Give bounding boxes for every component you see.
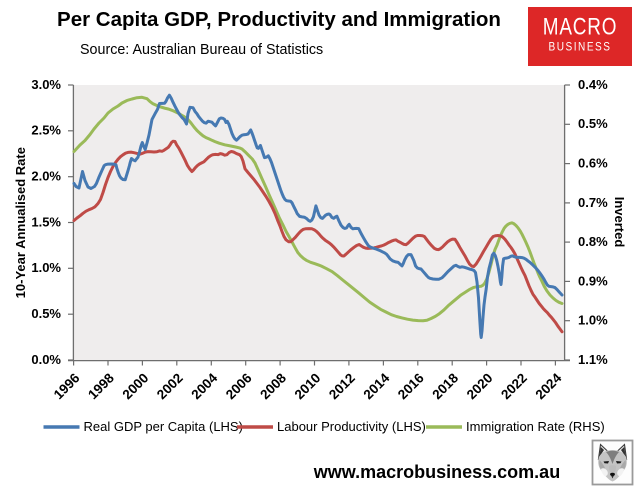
svg-text:2004: 2004	[188, 370, 220, 402]
svg-text:2002: 2002	[154, 370, 186, 402]
svg-text:Per Capita GDP, Productivity a: Per Capita GDP, Productivity and Immigra…	[57, 8, 501, 31]
svg-text:3.0%: 3.0%	[31, 77, 61, 92]
svg-text:0.9%: 0.9%	[578, 273, 608, 288]
svg-text:2024: 2024	[533, 370, 565, 402]
svg-text:1998: 1998	[85, 370, 117, 402]
svg-text:Inverted: Inverted	[612, 197, 627, 248]
svg-text:2010: 2010	[292, 370, 324, 402]
svg-text:1.1%: 1.1%	[578, 352, 608, 367]
svg-text:2022: 2022	[498, 370, 530, 402]
svg-text:1996: 1996	[51, 370, 83, 402]
svg-text:Immigration Rate (RHS): Immigration Rate (RHS)	[466, 419, 605, 434]
svg-text:2014: 2014	[361, 370, 393, 402]
svg-text:2.0%: 2.0%	[31, 169, 61, 184]
svg-text:0.4%: 0.4%	[578, 77, 608, 92]
svg-text:2006: 2006	[223, 370, 255, 402]
svg-text:2012: 2012	[326, 370, 358, 402]
svg-text:2008: 2008	[257, 370, 289, 402]
svg-text:10-Year Annualised Rate: 10-Year Annualised Rate	[13, 147, 28, 298]
svg-text:2000: 2000	[120, 370, 152, 402]
svg-text:1.0%: 1.0%	[578, 313, 608, 328]
svg-text:Real GDP per Capita (LHS): Real GDP per Capita (LHS)	[84, 419, 243, 434]
svg-text:2.5%: 2.5%	[31, 123, 61, 138]
svg-text:0.6%: 0.6%	[578, 156, 608, 171]
svg-text:MACRO: MACRO	[543, 13, 617, 41]
svg-text:1.0%: 1.0%	[31, 260, 61, 275]
svg-text:2018: 2018	[429, 370, 461, 402]
svg-text:0.5%: 0.5%	[31, 306, 61, 321]
svg-text:BUSINESS: BUSINESS	[548, 41, 611, 54]
svg-text:Labour Productivity (LHS): Labour Productivity (LHS)	[277, 419, 426, 434]
svg-text:0.5%: 0.5%	[578, 116, 608, 131]
svg-text:0.7%: 0.7%	[578, 195, 608, 210]
svg-text:0.8%: 0.8%	[578, 234, 608, 249]
svg-text:1.5%: 1.5%	[31, 214, 61, 229]
svg-text:2016: 2016	[395, 370, 427, 402]
svg-text:Source: Australian Bureau of S: Source: Australian Bureau of Statistics	[80, 42, 323, 58]
svg-text:www.macrobusiness.com.au: www.macrobusiness.com.au	[313, 462, 560, 482]
svg-text:2020: 2020	[464, 370, 496, 402]
svg-text:0.0%: 0.0%	[31, 352, 61, 367]
